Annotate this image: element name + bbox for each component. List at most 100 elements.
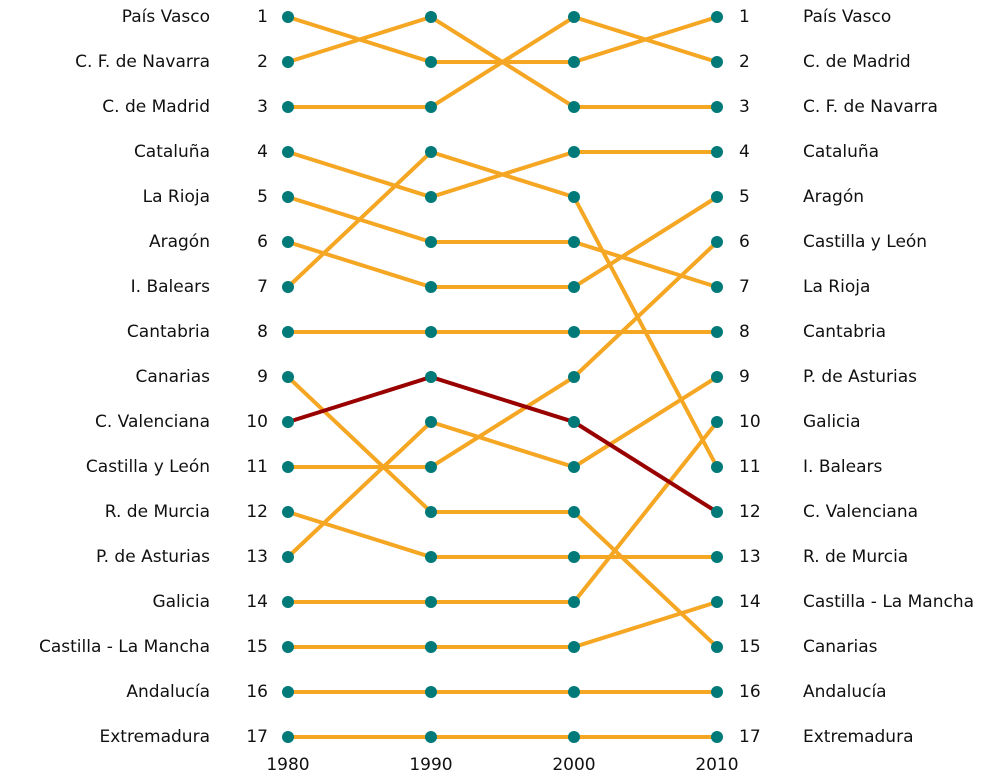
y-tick-label-left: 15 <box>246 637 268 657</box>
y-tick-label-right: 11 <box>739 457 761 477</box>
series-label-left: Castilla y León <box>86 457 210 477</box>
series-label-right: C. Valenciana <box>803 502 918 522</box>
y-tick-label-left: 9 <box>257 367 268 387</box>
point <box>282 371 294 383</box>
point <box>568 146 580 158</box>
point <box>282 686 294 698</box>
point <box>425 416 437 428</box>
point <box>711 101 723 113</box>
y-tick-label-left: 10 <box>246 412 268 432</box>
point <box>425 281 437 293</box>
y-tick-label-right: 15 <box>739 637 761 657</box>
x-tick-label: 2000 <box>552 755 595 775</box>
series-line <box>288 240 719 469</box>
point <box>425 11 437 23</box>
point <box>568 596 580 608</box>
y-tick-label-right: 1 <box>739 7 750 27</box>
y-tick-label-right: 7 <box>739 277 750 297</box>
series-label-left: Canarias <box>136 367 211 387</box>
series-line <box>288 420 719 604</box>
series-label-right: C. de Madrid <box>803 52 911 72</box>
series-label-right: Castilla - La Mancha <box>803 592 974 612</box>
point <box>711 641 723 653</box>
point <box>568 551 580 563</box>
point <box>568 326 580 338</box>
point <box>568 11 580 23</box>
point <box>711 731 723 743</box>
point <box>711 11 723 23</box>
series-line <box>287 195 718 289</box>
series-label-right: I. Balears <box>803 457 882 477</box>
series-label-left: C. Valenciana <box>95 412 210 432</box>
point <box>711 326 723 338</box>
series-line <box>288 600 718 649</box>
series-line <box>287 195 719 289</box>
series-label-left: C. de Madrid <box>102 97 210 117</box>
point <box>282 731 294 743</box>
point <box>711 686 723 698</box>
y-tick-label-left: 7 <box>257 277 268 297</box>
series-label-right: R. de Murcia <box>803 547 908 567</box>
x-tick-label: 2010 <box>695 755 738 775</box>
series-label-right: Castilla y León <box>803 232 927 252</box>
point <box>282 551 294 563</box>
point <box>425 641 437 653</box>
point <box>425 686 437 698</box>
y-tick-label-left: 12 <box>246 502 268 522</box>
series-label-right: La Rioja <box>803 277 870 297</box>
y-tick-label-right: 14 <box>739 592 761 612</box>
y-tick-label-right: 6 <box>739 232 750 252</box>
series-label-left: C. F. de Navarra <box>75 52 210 72</box>
series-label-right: Extremadura <box>803 727 914 747</box>
point <box>425 236 437 248</box>
point <box>425 506 437 518</box>
point <box>282 146 294 158</box>
series-label-right: Galicia <box>803 412 861 432</box>
y-tick-label-left: 17 <box>246 727 268 747</box>
point <box>568 281 580 293</box>
point <box>711 236 723 248</box>
y-tick-label-right: 17 <box>739 727 761 747</box>
series-label-left: R. de Murcia <box>105 502 210 522</box>
point <box>425 326 437 338</box>
series-line <box>287 15 718 64</box>
point <box>568 461 580 473</box>
series-label-left: Extremadura <box>100 727 211 747</box>
point <box>568 506 580 518</box>
y-tick-label-right: 9 <box>739 367 750 387</box>
series-label-right: Cantabria <box>803 322 886 342</box>
series-label-left: Cantabria <box>127 322 210 342</box>
point <box>711 56 723 68</box>
point <box>282 461 294 473</box>
point <box>711 551 723 563</box>
point <box>568 236 580 248</box>
point <box>282 101 294 113</box>
point <box>711 461 723 473</box>
point <box>425 731 437 743</box>
y-tick-label-right: 2 <box>739 52 750 72</box>
point <box>425 146 437 158</box>
y-tick-label-left: 4 <box>257 142 268 162</box>
point <box>282 641 294 653</box>
series-label-right: Canarias <box>803 637 878 657</box>
point <box>568 371 580 383</box>
point <box>568 191 580 203</box>
series-label-right: C. F. de Navarra <box>803 97 938 117</box>
series-line <box>286 375 719 559</box>
y-tick-label-right: 8 <box>739 322 750 342</box>
series-line <box>287 374 719 514</box>
point <box>568 686 580 698</box>
point <box>282 416 294 428</box>
series-label-right: Andalucía <box>803 682 887 702</box>
point <box>711 281 723 293</box>
point <box>282 596 294 608</box>
point <box>425 101 437 113</box>
y-tick-label-left: 1 <box>257 7 268 27</box>
point <box>711 191 723 203</box>
series-line <box>286 375 719 649</box>
point <box>282 11 294 23</box>
y-tick-label-left: 8 <box>257 322 268 342</box>
point <box>282 281 294 293</box>
point <box>425 596 437 608</box>
